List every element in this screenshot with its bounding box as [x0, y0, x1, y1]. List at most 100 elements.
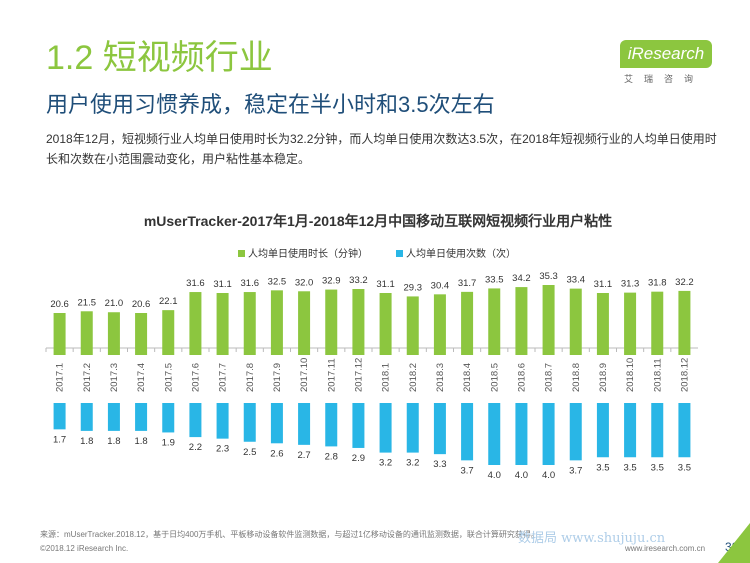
- count-bar: [162, 403, 175, 433]
- count-bar: [569, 403, 582, 461]
- count-bar: [433, 403, 446, 455]
- duration-bar: [243, 292, 256, 355]
- duration-value-label: 32.5: [268, 276, 287, 287]
- count-bar: [107, 403, 120, 431]
- x-tick-label: 2018.6: [516, 363, 527, 392]
- count-value-label: 2.6: [270, 448, 283, 459]
- count-value-label: 1.8: [80, 436, 93, 447]
- duration-bar: [270, 290, 283, 355]
- count-bar: [651, 403, 664, 458]
- section-title: 1.2 短视频行业: [46, 39, 273, 77]
- summary-text: 2018年12月，短视频行业人均单日使用时长为32.2分钟，而人均单日使用次数达…: [46, 132, 717, 166]
- count-value-label: 2.7: [297, 450, 310, 461]
- duration-bar: [379, 293, 392, 355]
- count-bar: [379, 403, 392, 453]
- duration-value-label: 21.5: [78, 297, 97, 308]
- duration-bar: [596, 293, 609, 355]
- x-tick-label: 2017.3: [109, 363, 120, 392]
- duration-bar: [624, 292, 637, 355]
- x-tick-label: 2018.10: [625, 358, 636, 392]
- duration-series: 20.6 21.5 21.0 20.6 22.1 31.6 31.1 31.6 32.5 32.0…: [50, 271, 694, 355]
- duration-value-label: 30.4: [431, 280, 450, 291]
- x-tick-label: 2018.1: [381, 363, 392, 392]
- count-bar: [488, 403, 501, 465]
- x-tick-label: 2017.2: [82, 363, 93, 392]
- count-bar: [135, 403, 148, 431]
- duration-bar: [189, 292, 202, 355]
- duration-value-label: 31.6: [186, 278, 205, 289]
- headline: 用户使用习惯养成，稳定在半小时和3.5次左右: [46, 92, 495, 117]
- x-tick-label: 2018.3: [435, 363, 446, 392]
- count-value-label: 2.8: [325, 451, 338, 462]
- count-bar: [515, 403, 528, 465]
- duration-value-label: 31.8: [648, 278, 667, 289]
- duration-value-label: 33.2: [349, 275, 368, 286]
- count-bar: [270, 403, 283, 444]
- count-bar: [596, 403, 609, 458]
- count-bar: [189, 403, 202, 438]
- count-value-label: 1.8: [107, 436, 120, 447]
- legend-label-count: 人均单日使用次数（次）: [406, 247, 516, 260]
- duration-value-label: 33.5: [485, 274, 504, 285]
- count-series: 1.7 1.8 1.8 1.8 1.9 2.2 2.3 2.5 2.6 2.7 2.8 2.9 3.2 3…: [53, 403, 691, 481]
- website-link[interactable]: www.iresearch.com.cn: [625, 544, 706, 553]
- duration-value-label: 31.1: [594, 279, 613, 290]
- x-tick-label: 2018.7: [544, 363, 555, 392]
- duration-value-label: 22.1: [159, 296, 178, 307]
- legend: 人均单日使用时长（分钟） 人均单日使用次数（次）: [238, 247, 516, 260]
- duration-bar: [298, 291, 311, 355]
- duration-value-label: 31.3: [621, 279, 640, 290]
- x-tick-label: 2017.9: [272, 363, 283, 392]
- duration-value-label: 32.2: [675, 277, 694, 288]
- duration-value-label: 32.9: [322, 276, 341, 287]
- duration-bar: [651, 291, 664, 355]
- count-value-label: 2.5: [243, 447, 256, 458]
- x-tick-label: 2018.8: [571, 363, 582, 392]
- duration-bar: [162, 310, 175, 355]
- count-bar: [461, 403, 474, 461]
- duration-bar: [678, 290, 691, 355]
- duration-value-label: 21.0: [105, 298, 124, 309]
- x-tick-label: 2017.12: [353, 358, 364, 392]
- count-bar: [624, 403, 637, 458]
- count-value-label: 1.8: [134, 436, 147, 447]
- x-tick-label: 2017.8: [245, 363, 256, 392]
- duration-value-label: 34.2: [512, 273, 531, 284]
- duration-bar: [352, 289, 365, 355]
- count-value-label: 3.3: [433, 459, 446, 470]
- legend-label-duration: 人均单日使用时长（分钟）: [248, 247, 368, 260]
- count-bar: [243, 403, 256, 442]
- count-value-label: 3.2: [379, 458, 392, 469]
- count-value-label: 3.2: [406, 458, 419, 469]
- count-value-label: 2.9: [352, 453, 365, 464]
- duration-bar: [488, 288, 501, 355]
- x-tick-label: 2017.6: [190, 363, 201, 392]
- source-note: 来源：mUserTracker.2018.12，基于日均400万手机、平板移动设…: [40, 530, 539, 539]
- count-bar: [352, 403, 365, 448]
- count-value-label: 4.0: [515, 470, 528, 481]
- duration-value-label: 29.3: [404, 282, 423, 293]
- count-value-label: 2.3: [216, 444, 229, 455]
- count-value-label: 3.5: [651, 462, 664, 473]
- x-axis-ticks: 2017.1 2017.2 2017.3 2017.4 2017.5 2017.6 2017…: [45, 348, 690, 392]
- duration-value-label: 35.3: [539, 271, 558, 282]
- duration-bar: [325, 289, 338, 355]
- watermark: 数据局 www.shujuju.cn: [518, 531, 666, 546]
- x-tick-label: 2018.4: [462, 363, 473, 392]
- count-value-label: 3.7: [460, 465, 473, 476]
- logo-text: iResearch: [620, 40, 712, 68]
- x-tick-label: 2017.10: [299, 358, 310, 392]
- count-value-label: 3.5: [623, 462, 636, 473]
- legend-swatch-duration: [238, 250, 245, 257]
- count-bar: [53, 403, 66, 430]
- count-value-label: 4.0: [542, 470, 555, 481]
- count-value-label: 3.7: [569, 465, 582, 476]
- duration-value-label: 20.6: [132, 299, 151, 310]
- duration-bar: [461, 291, 474, 355]
- count-value-label: 2.2: [189, 442, 202, 453]
- x-tick-label: 2018.11: [652, 358, 663, 392]
- duration-value-label: 33.4: [567, 275, 586, 286]
- duration-bar: [433, 294, 446, 355]
- logo-subtext: 艾瑞咨询: [624, 74, 705, 84]
